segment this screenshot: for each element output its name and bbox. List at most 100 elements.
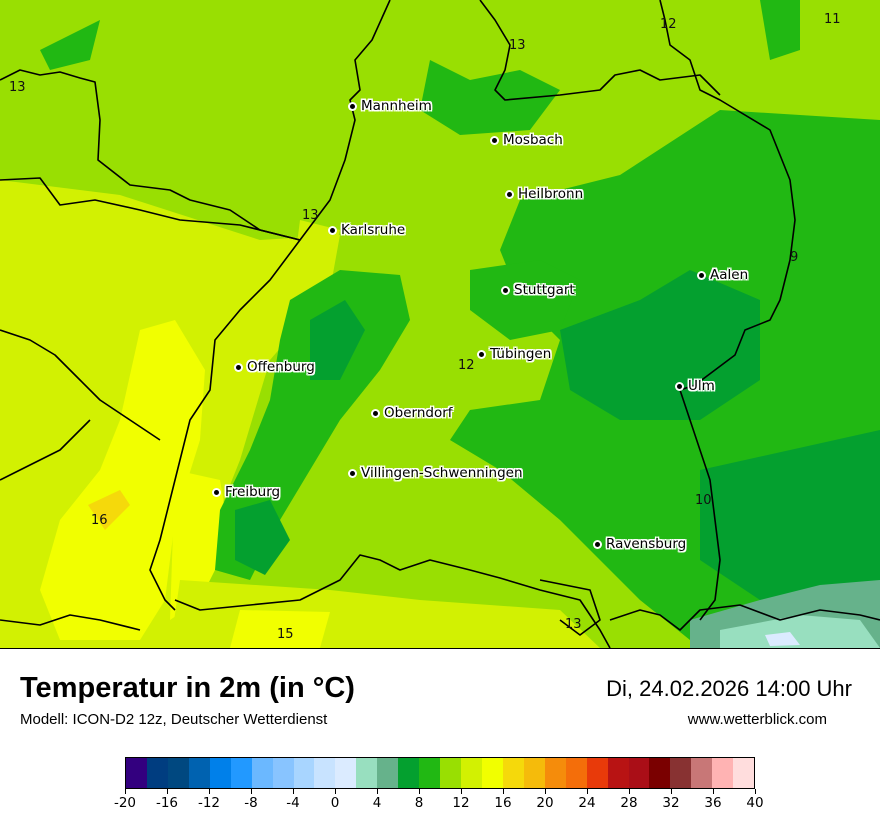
colorbar-tick-label: 8 [414, 795, 424, 811]
valid-datetime: Di, 24.02.2026 14:00 Uhr [606, 676, 852, 701]
city-dot-icon [214, 489, 219, 495]
city-dot-icon [236, 364, 241, 370]
colorbar-segment [649, 758, 671, 788]
colorbar-segment [230, 758, 252, 788]
city-marker-oberndorf: Oberndorf [373, 405, 453, 421]
city-dot-icon [492, 137, 497, 143]
isoline-label: 12 [660, 17, 677, 32]
city-marker-ulm: Ulm [677, 378, 715, 394]
colorbar-segment [586, 758, 608, 788]
colorbar-tick [124, 789, 126, 794]
temperature-map: 13 13 12 11 13 9 12 10 16 15 13 Mannheim… [0, 0, 880, 649]
colorbar-segment [607, 758, 629, 788]
colorbar-segment [733, 758, 755, 788]
colorbar-segment [565, 758, 587, 788]
city-marker-freiburg: Freiburg [214, 484, 280, 500]
colorbar-tick-label: 36 [704, 795, 722, 811]
isoline-label: 13 [9, 80, 26, 95]
colorbar-tick-label: -4 [286, 795, 300, 811]
colorbar-tick [628, 789, 630, 794]
colorbar-segment [670, 758, 692, 788]
colorbar-segment [293, 758, 315, 788]
isoline-label: 9 [790, 250, 799, 265]
colorbar-segment [377, 758, 399, 788]
city-marker-karlsruhe: Karlsruhe [330, 222, 405, 238]
colorbar-tick [208, 789, 210, 794]
colorbar-tick-label: 20 [536, 795, 554, 811]
map-field [0, 0, 880, 648]
colorbar-tick-label: 28 [620, 795, 638, 811]
colorbar-ticks: -20 -16 -12 -8 -4 0 4 8 12 16 20 24 28 32 36 40 [114, 789, 764, 819]
city-marker-heilbronn: Heilbronn [507, 186, 583, 202]
colorbar-tick [670, 789, 672, 794]
temperature-colorbar [125, 757, 755, 789]
colorbar-segment [314, 758, 336, 788]
colorbar-segment [272, 758, 294, 788]
city-label: Offenburg [247, 359, 315, 375]
city-marker-aalen: Aalen [699, 267, 748, 283]
colorbar-segment [712, 758, 734, 788]
colorbar-segment [356, 758, 378, 788]
colorbar-tick [418, 789, 420, 794]
city-label: Tübingen [490, 346, 552, 362]
colorbar-tick [712, 789, 714, 794]
colorbar-tick-label: 0 [330, 795, 340, 811]
colorbar-segment [398, 758, 420, 788]
isoline-label: 16 [91, 513, 108, 528]
city-dot-icon [330, 227, 335, 233]
colorbar-segment [481, 758, 503, 788]
city-label: Aalen [710, 267, 749, 283]
colorbar-tick [544, 789, 546, 794]
colorbar-tick [502, 789, 504, 794]
colorbar-segment [209, 758, 231, 788]
colorbar-tick-label: -16 [155, 795, 179, 811]
colorbar-tick-label: 24 [578, 795, 596, 811]
colorbar-segment [126, 758, 147, 788]
colorbar-segment [461, 758, 482, 788]
colorbar-segment [335, 758, 357, 788]
city-dot-icon [677, 383, 682, 389]
colorbar-segment [419, 758, 441, 788]
city-marker-tuebingen: Tübingen [479, 346, 551, 362]
colorbar-segment [544, 758, 566, 788]
city-dot-icon [595, 541, 600, 547]
colorbar-tick [754, 789, 756, 794]
city-label: Mannheim [361, 98, 432, 114]
colorbar-segment [188, 758, 210, 788]
colorbar-tick-label: 16 [494, 795, 512, 811]
city-dot-icon [350, 470, 355, 476]
colorbar-tick [376, 789, 378, 794]
city-label: Heilbronn [518, 186, 584, 202]
colorbar-segment [628, 758, 650, 788]
colorbar-tick [460, 789, 462, 794]
city-label: Ulm [688, 378, 715, 394]
colorbar-tick-label: -20 [113, 795, 137, 811]
isoline-label: 15 [277, 627, 294, 642]
city-label: Freiburg [225, 484, 281, 500]
city-marker-stuttgart: Stuttgart [503, 282, 575, 298]
isoline-label: 13 [302, 208, 319, 223]
isoline-label: 11 [824, 12, 841, 27]
colorbar-tick-label: 12 [452, 795, 470, 811]
city-label: Oberndorf [384, 405, 453, 421]
colorbar-segment [167, 758, 189, 788]
colorbar-segment [523, 758, 545, 788]
colorbar-tick-label: 4 [372, 795, 382, 811]
city-dot-icon [479, 351, 484, 357]
city-marker-villingen-schwenningen: Villingen-Schwenningen [350, 465, 523, 481]
colorbar-tick [166, 789, 168, 794]
isoline-label: 13 [565, 617, 582, 632]
model-info: Modell: ICON-D2 12z, Deutscher Wetterdie… [20, 711, 328, 728]
city-label: Karlsruhe [341, 222, 406, 238]
colorbar-segment [440, 758, 461, 788]
colorbar-tick-label: 32 [662, 795, 680, 811]
colorbar-segment [146, 758, 168, 788]
city-label: Stuttgart [514, 282, 575, 298]
city-marker-mosbach: Mosbach [492, 132, 563, 148]
map-title: Temperatur in 2m (in °C) [20, 672, 355, 704]
website-link[interactable]: www.wetterblick.com [687, 711, 827, 728]
isoline-label: 10 [695, 493, 712, 508]
colorbar-tick [292, 789, 294, 794]
colorbar-segment [251, 758, 273, 788]
isoline-label: 12 [458, 358, 475, 373]
